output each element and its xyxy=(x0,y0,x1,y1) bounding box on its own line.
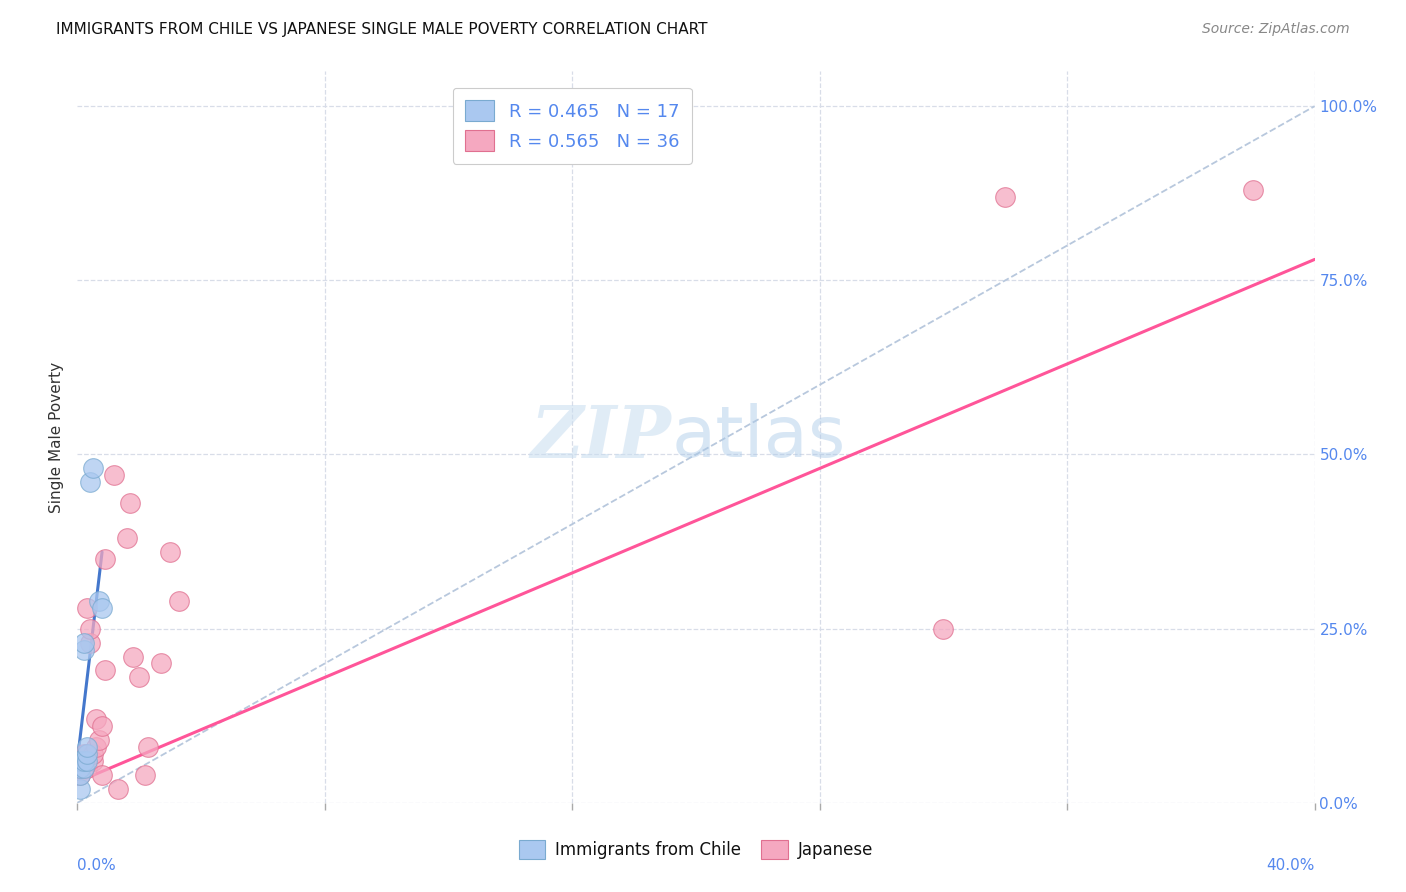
Text: Source: ZipAtlas.com: Source: ZipAtlas.com xyxy=(1202,22,1350,37)
Point xyxy=(66,754,89,768)
Point xyxy=(69,761,91,775)
Point xyxy=(76,740,98,755)
Point xyxy=(72,761,94,775)
Point xyxy=(128,670,150,684)
Text: 0.0%: 0.0% xyxy=(77,858,117,872)
Point xyxy=(159,545,181,559)
Point xyxy=(122,649,145,664)
Point xyxy=(69,754,91,768)
Point xyxy=(72,635,94,649)
Point xyxy=(76,747,98,761)
Point xyxy=(72,642,94,657)
Point xyxy=(82,747,104,761)
Point xyxy=(69,754,91,768)
Point xyxy=(76,754,98,768)
Point xyxy=(69,768,91,782)
Point xyxy=(87,733,110,747)
Point xyxy=(149,657,172,671)
Point xyxy=(118,496,141,510)
Point xyxy=(79,475,101,490)
Point xyxy=(66,757,89,772)
Y-axis label: Single Male Poverty: Single Male Poverty xyxy=(49,361,65,513)
Point xyxy=(91,768,114,782)
Point xyxy=(91,719,114,733)
Point xyxy=(72,761,94,775)
Point xyxy=(84,712,107,726)
Point xyxy=(107,781,129,796)
Point xyxy=(91,600,114,615)
Point xyxy=(69,781,91,796)
Point xyxy=(69,761,91,775)
Point xyxy=(94,552,117,566)
Point xyxy=(79,635,101,649)
Point xyxy=(66,754,89,768)
Point xyxy=(82,461,104,475)
Point xyxy=(76,761,98,775)
Point xyxy=(79,622,101,636)
Text: IMMIGRANTS FROM CHILE VS JAPANESE SINGLE MALE POVERTY CORRELATION CHART: IMMIGRANTS FROM CHILE VS JAPANESE SINGLE… xyxy=(56,22,707,37)
Point xyxy=(87,594,110,608)
Point xyxy=(115,531,138,545)
Point xyxy=(103,468,125,483)
Point xyxy=(69,768,91,782)
Point xyxy=(76,600,98,615)
Point xyxy=(72,754,94,768)
Point xyxy=(994,190,1017,204)
Text: ZIP: ZIP xyxy=(530,401,671,473)
Point xyxy=(66,768,89,782)
Point xyxy=(169,594,191,608)
Point xyxy=(82,754,104,768)
Point xyxy=(72,747,94,761)
Point xyxy=(76,747,98,761)
Point xyxy=(1241,183,1264,197)
Text: atlas: atlas xyxy=(671,402,845,472)
Text: 40.0%: 40.0% xyxy=(1267,858,1315,872)
Point xyxy=(932,622,955,636)
Legend: Immigrants from Chile, Japanese: Immigrants from Chile, Japanese xyxy=(510,831,882,868)
Point xyxy=(138,740,160,755)
Point xyxy=(84,740,107,755)
Point xyxy=(66,761,89,775)
Point xyxy=(134,768,156,782)
Point xyxy=(94,664,117,678)
